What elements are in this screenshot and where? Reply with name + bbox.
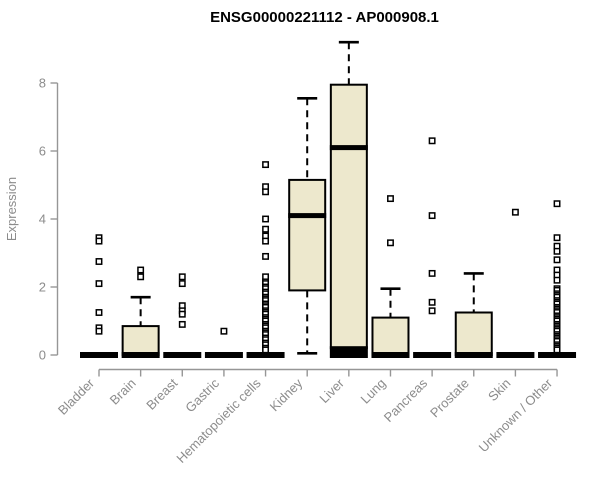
box-bottom-bar — [329, 346, 368, 358]
outlier-point — [553, 256, 561, 264]
y-tick-label: 2 — [39, 280, 46, 295]
y-tick-label: 0 — [39, 348, 46, 363]
outlier-point — [387, 195, 394, 203]
outlier-point — [428, 307, 436, 315]
collapsed-box — [538, 352, 577, 358]
x-tick-label: Pancreas — [381, 375, 431, 425]
box — [288, 178, 327, 292]
x-tick-label: Unknown / Other — [476, 375, 556, 455]
collapsed-box — [163, 352, 202, 358]
x-tick-label: Kidney — [267, 375, 306, 414]
outlier-point — [387, 239, 394, 247]
outlier-point — [220, 327, 228, 335]
x-tick-label: Gastric — [182, 375, 222, 415]
outlier-point — [511, 208, 519, 216]
median-line — [288, 213, 327, 219]
y-tick-label: 6 — [39, 144, 46, 159]
outlier-point — [553, 247, 561, 255]
collapsed-box — [80, 352, 118, 358]
outlier-point — [95, 237, 103, 245]
x-tick-label: Liver — [316, 375, 347, 406]
outlier-point — [95, 280, 103, 288]
collapsed-box — [496, 352, 535, 358]
collapsed-box — [204, 352, 243, 358]
outlier-point — [262, 161, 270, 169]
median-line — [121, 352, 160, 358]
outlier-point — [262, 225, 270, 233]
x-tick-label: Skin — [485, 376, 513, 404]
median-line — [371, 352, 410, 358]
outlier-point — [95, 309, 103, 316]
x-tick-label: Lung — [358, 376, 389, 407]
outlier-point — [262, 237, 270, 245]
outlier-point — [137, 273, 145, 281]
x-tick-label: Breast — [143, 375, 180, 412]
x-tick-label: Bladder — [55, 375, 98, 418]
outlier-point — [178, 320, 186, 328]
chart-title: ENSG00000221112 - AP000908.1 — [210, 9, 439, 26]
outlier-point — [178, 280, 186, 288]
y-axis-title: Expression — [4, 177, 19, 241]
outlier-point — [428, 137, 436, 145]
outlier-point — [262, 188, 270, 196]
y-tick-label: 8 — [39, 76, 46, 91]
outlier-point — [553, 200, 561, 208]
outlier-point — [178, 310, 186, 318]
outlier-point — [95, 327, 103, 335]
outlier-point — [553, 234, 561, 242]
outlier-point — [428, 298, 436, 306]
y-tick-label: 4 — [39, 212, 46, 227]
outlier-point — [428, 269, 436, 277]
median-line — [454, 352, 493, 358]
box — [454, 311, 493, 356]
outlier-point — [553, 276, 561, 284]
x-tick-label: Brain — [107, 376, 139, 408]
outlier-point — [137, 266, 145, 274]
outlier-point — [428, 212, 436, 220]
box — [121, 325, 160, 357]
box — [329, 83, 368, 350]
outlier-point — [553, 346, 561, 354]
outlier-point — [95, 258, 103, 265]
collapsed-box — [246, 352, 285, 358]
median-line — [329, 145, 368, 151]
outlier-point — [262, 252, 270, 260]
outlier-point — [262, 346, 270, 354]
outlier-point — [178, 273, 186, 281]
x-tick-label: Prostate — [427, 376, 472, 421]
outlier-point — [262, 215, 270, 223]
collapsed-box — [413, 352, 452, 358]
box — [371, 316, 410, 357]
